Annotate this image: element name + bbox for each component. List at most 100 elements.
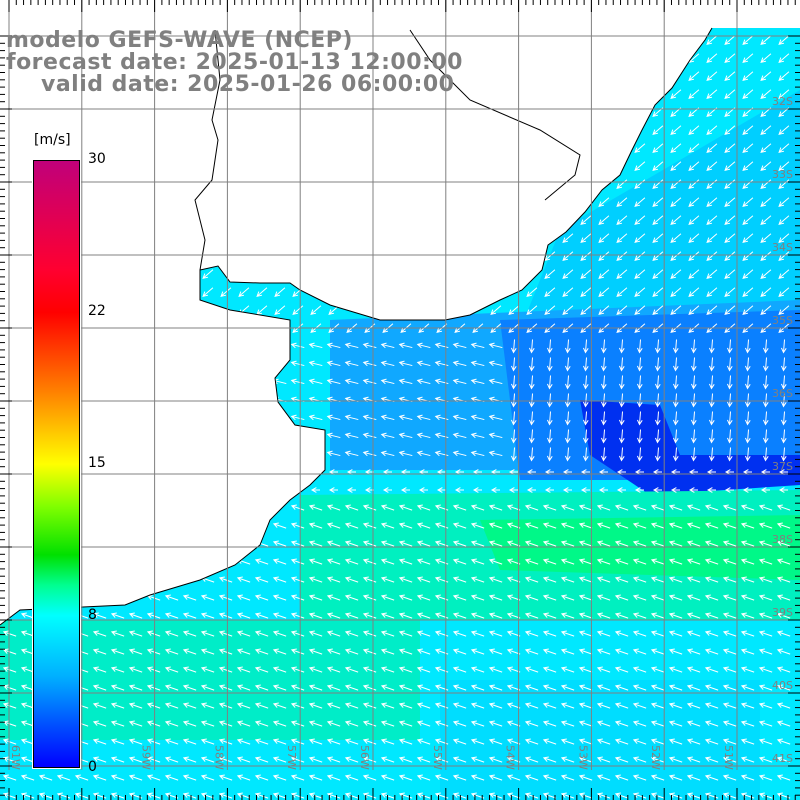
wind-arrow: [454, 487, 464, 493]
wind-arrow: [308, 540, 323, 547]
wind-arrow: [416, 504, 431, 511]
wind-arrow: [560, 612, 575, 619]
wind-arrow: [722, 522, 737, 529]
wind-arrow: [470, 522, 485, 529]
wind-arrow: [398, 594, 413, 601]
wind-arrow: [146, 630, 161, 637]
wind-arrow: [758, 522, 773, 529]
wind-arrow: [380, 720, 395, 727]
wind-arrow: [668, 630, 683, 637]
wind-arrow: [740, 576, 755, 583]
wind-arrow: [164, 684, 179, 691]
wind-arrow: [726, 411, 733, 426]
wind-arrow: [598, 215, 610, 225]
wind-arrow: [632, 684, 647, 691]
wind-arrow: [416, 432, 431, 439]
wind-arrow: [506, 594, 521, 601]
wind-arrow: [596, 504, 611, 511]
wind-arrow: [704, 630, 719, 637]
wind-arrow: [344, 342, 359, 349]
wind-arrow: [272, 522, 287, 529]
wind-arrow: [634, 269, 646, 279]
wind-arrow: [528, 375, 535, 390]
wind-arrow: [362, 594, 377, 601]
wind-arrow: [778, 233, 790, 243]
wind-arrow: [686, 702, 701, 709]
wind-arrow: [472, 487, 482, 493]
wind-arrow: [596, 756, 611, 763]
wind-arrow: [254, 702, 269, 709]
wind-arrow: [560, 522, 575, 529]
wind-arrow: [762, 411, 769, 426]
wind-arrow: [452, 612, 467, 619]
wind-arrow: [290, 414, 305, 421]
wind-arrow: [506, 666, 521, 673]
wind-arrow: [92, 702, 107, 709]
wind-arrow: [506, 738, 521, 745]
wind-arrow: [236, 702, 251, 709]
wind-arrow: [308, 630, 323, 637]
wind-arrow: [344, 648, 359, 655]
wind-arrow: [546, 411, 553, 426]
wind-arrow: [578, 792, 593, 799]
wind-arrow: [598, 197, 610, 207]
wind-arrow: [632, 522, 647, 529]
wind-arrow: [344, 504, 359, 511]
wind-arrow: [670, 287, 682, 297]
wind-arrow: [706, 197, 718, 207]
wind-arrow: [110, 702, 125, 709]
wind-arrow: [308, 756, 323, 763]
wind-arrow: [290, 738, 305, 745]
wind-arrow: [582, 393, 589, 408]
lon-label: 61W: [9, 745, 22, 770]
wind-arrow: [436, 487, 446, 493]
wind-arrow: [236, 756, 251, 763]
wind-arrow: [668, 540, 683, 547]
wind-arrow: [506, 576, 521, 583]
wind-arrow: [254, 648, 269, 655]
wind-arrow: [510, 375, 517, 390]
wind-arrow: [398, 342, 413, 349]
wind-arrow: [580, 215, 592, 225]
lat-label: 41S: [772, 752, 793, 765]
wind-arrow: [708, 339, 715, 354]
country-border: [409, 29, 581, 201]
wind-arrow: [758, 738, 773, 745]
wind-arrow: [614, 612, 629, 619]
lon-label: 54W: [504, 745, 517, 770]
lat-label: 39S: [772, 606, 793, 619]
wind-arrow: [470, 432, 485, 439]
wind-arrow: [452, 360, 467, 367]
wind-arrow: [668, 684, 683, 691]
wind-arrow: [506, 756, 521, 763]
wind-arrow: [668, 666, 683, 673]
wind-arrow: [528, 447, 535, 462]
wind-arrow: [416, 342, 431, 349]
lon-label: 58W: [212, 745, 225, 770]
wind-arrow: [416, 558, 431, 565]
wind-arrow: [416, 702, 431, 709]
wind-arrow: [686, 594, 701, 601]
wind-arrow: [668, 792, 683, 799]
wind-arrow: [740, 594, 755, 601]
wind-arrow: [488, 414, 503, 421]
wind-arrow: [146, 738, 161, 745]
wind-arrow: [236, 792, 251, 799]
wind-arrow: [524, 594, 539, 601]
wind-arrow: [272, 594, 287, 601]
wind-arrow: [380, 522, 395, 529]
wind-arrow: [452, 720, 467, 727]
wind-arrow: [722, 594, 737, 601]
wind-arrow: [292, 305, 304, 315]
wind-arrow: [146, 612, 161, 619]
wind-arrow: [218, 648, 233, 655]
wind-arrow: [690, 339, 697, 354]
wind-arrow: [524, 558, 539, 565]
wind-arrow: [614, 738, 629, 745]
wind-arrow: [742, 305, 754, 315]
wind-arrow: [308, 414, 323, 421]
wind-arrow: [218, 576, 233, 583]
wind-arrow: [704, 594, 719, 601]
wind-arrow: [290, 792, 305, 799]
wind-arrow: [722, 756, 737, 763]
